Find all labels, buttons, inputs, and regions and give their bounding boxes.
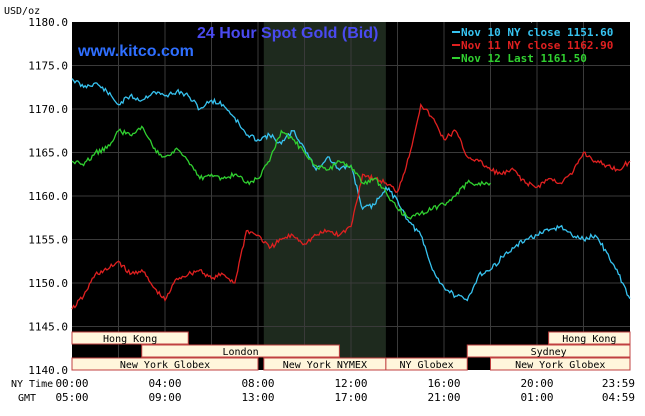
session-label: Hong Kong (103, 334, 157, 345)
session-box (71, 357, 259, 371)
watermark-text: www.kitco.com (77, 43, 194, 60)
y-tick-label: 1150.0 (28, 277, 68, 290)
session-box (71, 331, 189, 345)
series-layer (71, 78, 631, 310)
ny-time-row-label: NY Time (11, 379, 53, 390)
session-label: NY Globex (399, 360, 453, 371)
session-label: New York NYMEX (283, 360, 367, 371)
session-box (466, 344, 631, 358)
gmt-row-label: GMT (18, 393, 36, 404)
legend-label: Nov 12 Last 1161.50 (461, 52, 587, 65)
y-tick-label: 1165.0 (28, 147, 68, 160)
x-tick-label-gmt: 13:00 (241, 391, 274, 404)
x-tick-label-ny: 20:00 (520, 377, 553, 390)
y-tick-label: 1180.0 (28, 16, 68, 29)
y-tick-label: 1145.0 (28, 321, 68, 334)
session-label: New York Globex (515, 360, 605, 371)
y-tick-label: 1170.0 (28, 103, 68, 116)
y-tick-label: 1160.0 (28, 190, 68, 203)
x-tick-label-ny: 00:00 (55, 377, 88, 390)
y-tick-label: 1155.0 (28, 234, 68, 247)
x-tick-label-ny: 16:00 (427, 377, 460, 390)
grid-layer (72, 22, 630, 370)
ticks-layer: 1180.0 1175.0 1170.0 1165.0 1160.0 1155.0 1150… (28, 16, 635, 404)
session-box (490, 357, 631, 371)
x-tick-label-gmt: 17:00 (334, 391, 367, 404)
session-label: Sydney (531, 347, 567, 358)
x-tick-label-gmt: 01:00 (520, 391, 553, 404)
legend-label: Nov 10 NY close 1151.60 (461, 26, 613, 39)
x-tick-label-ny: 08:00 (241, 377, 274, 390)
session-label: New York Globex (120, 360, 210, 371)
y-unit-label: USD/oz (4, 6, 40, 17)
session-label: Hong Kong (562, 334, 616, 345)
x-tick-label-ny: 04:00 (148, 377, 181, 390)
session-box (385, 357, 468, 371)
sessions-layer: Hong Kong Hong Kong London Sydney New York G… (71, 331, 631, 371)
y-tick-label: 1140.0 (28, 364, 68, 377)
x-tick-label-gmt: 09:00 (148, 391, 181, 404)
x-tick-label-ny: 23:59 (602, 377, 635, 390)
chart-title: 24 Hour Spot Gold (Bid) (197, 25, 378, 42)
series-line-2 (71, 102, 631, 310)
x-tick-label-gmt: 05:00 (55, 391, 88, 404)
session-box (141, 344, 340, 358)
session-label: London (223, 347, 259, 358)
series-line-3 (71, 125, 492, 220)
date-label: November 12, 2014 18:01 (456, 11, 608, 24)
x-tick-label-gmt: 21:00 (427, 391, 460, 404)
y-tick-label: 1175.0 (28, 60, 68, 73)
session-box (548, 331, 631, 345)
x-tick-label-gmt: 04:59 (602, 391, 635, 404)
x-tick-label-ny: 12:00 (334, 377, 367, 390)
legend-label: Nov 11 NY close 1162.90 (461, 39, 613, 52)
